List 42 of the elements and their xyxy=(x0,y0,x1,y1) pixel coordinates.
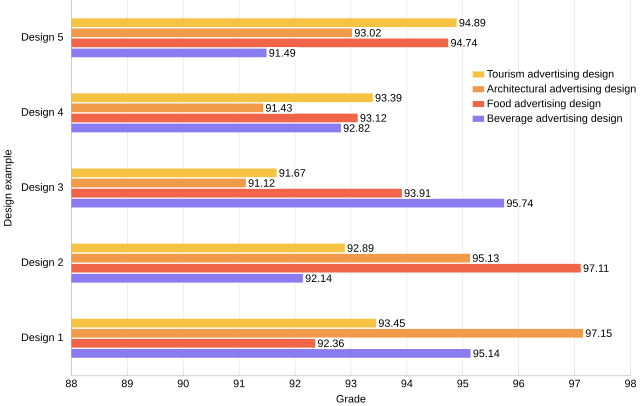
legend-label: Beverage advertising design xyxy=(488,114,622,124)
data-label: 92.36 xyxy=(318,339,344,348)
x-tick-label: 91 xyxy=(234,380,245,388)
x-tick-label: 90 xyxy=(178,380,189,388)
data-label: 92.14 xyxy=(306,274,332,282)
x-axis-title: Grade xyxy=(336,394,366,403)
data-label: 91.49 xyxy=(269,49,296,57)
x-tick-label: 89 xyxy=(122,380,133,388)
data-label: 93.12 xyxy=(360,114,386,122)
data-label: 94.89 xyxy=(459,18,486,26)
data-label: 91.43 xyxy=(266,104,292,112)
data-label: 97.11 xyxy=(584,264,609,272)
legend-label: Tourism advertising design xyxy=(487,70,614,80)
data-label: 92.82 xyxy=(344,124,370,132)
y-tick-label: Design 4 xyxy=(22,108,64,118)
data-label: 94.74 xyxy=(451,38,478,47)
data-label: 93.39 xyxy=(376,94,402,102)
x-tick-label: 93 xyxy=(345,380,356,388)
y-tick-label: Design 1 xyxy=(22,333,63,344)
x-tick-label: 88 xyxy=(66,380,77,388)
data-label: 91.67 xyxy=(279,169,306,177)
data-label: 93.45 xyxy=(378,319,405,327)
data-label: 95.14 xyxy=(473,349,500,358)
y-tick-label: Design 5 xyxy=(22,32,64,43)
data-label: 91.12 xyxy=(248,179,274,187)
data-label: 97.15 xyxy=(586,329,612,337)
y-tick-label: Design 3 xyxy=(22,182,63,193)
data-label: 92.89 xyxy=(348,244,374,252)
y-tick-label: Design 2 xyxy=(22,258,63,268)
data-label: 93.91 xyxy=(404,189,431,197)
x-tick-label: 95 xyxy=(457,380,468,388)
legend-label: Architectural advertising design xyxy=(486,84,636,94)
x-tick-label: 94 xyxy=(401,380,413,388)
data-label: 93.02 xyxy=(354,28,381,36)
x-tick-label: 98 xyxy=(625,380,636,388)
data-label: 95.13 xyxy=(472,254,499,262)
legend-label: Food advertising design xyxy=(488,99,600,110)
data-label: 95.74 xyxy=(506,199,534,207)
x-tick-label: 97 xyxy=(569,380,580,388)
y-axis-title: Design example xyxy=(4,150,14,226)
x-tick-label: 96 xyxy=(513,380,524,388)
x-tick-label: 92 xyxy=(290,380,300,388)
